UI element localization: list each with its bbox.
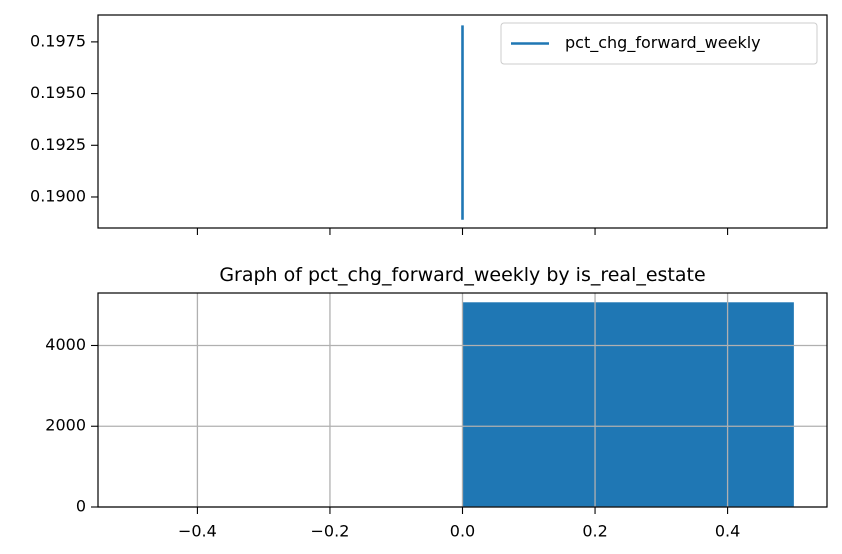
top-y-tick-label: 0.1975	[30, 31, 86, 50]
bottom-x-tick-label: 0.4	[715, 522, 740, 541]
bottom-chart-title: Graph of pct_chg_forward_weekly by is_re…	[219, 264, 705, 286]
bar-0	[462, 302, 794, 507]
bottom-y-tick-label: 2000	[45, 416, 86, 435]
bottom-x-tick-label: 0.2	[582, 522, 607, 541]
bottom-x-tick-label: −0.2	[311, 522, 350, 541]
top-y-tick-label: 0.1925	[30, 135, 86, 154]
bottom-y-tick-label: 4000	[45, 335, 86, 354]
top-y-tick-label: 0.1950	[30, 83, 86, 102]
bottom-y-tick-label: 0	[76, 497, 86, 516]
legend-label: pct_chg_forward_weekly	[565, 33, 761, 53]
bottom-x-tick-label: −0.4	[178, 522, 217, 541]
top-y-tick-label: 0.1900	[30, 186, 86, 205]
legend-box	[500, 22, 818, 65]
bottom-x-tick-label: 0.0	[450, 522, 475, 541]
